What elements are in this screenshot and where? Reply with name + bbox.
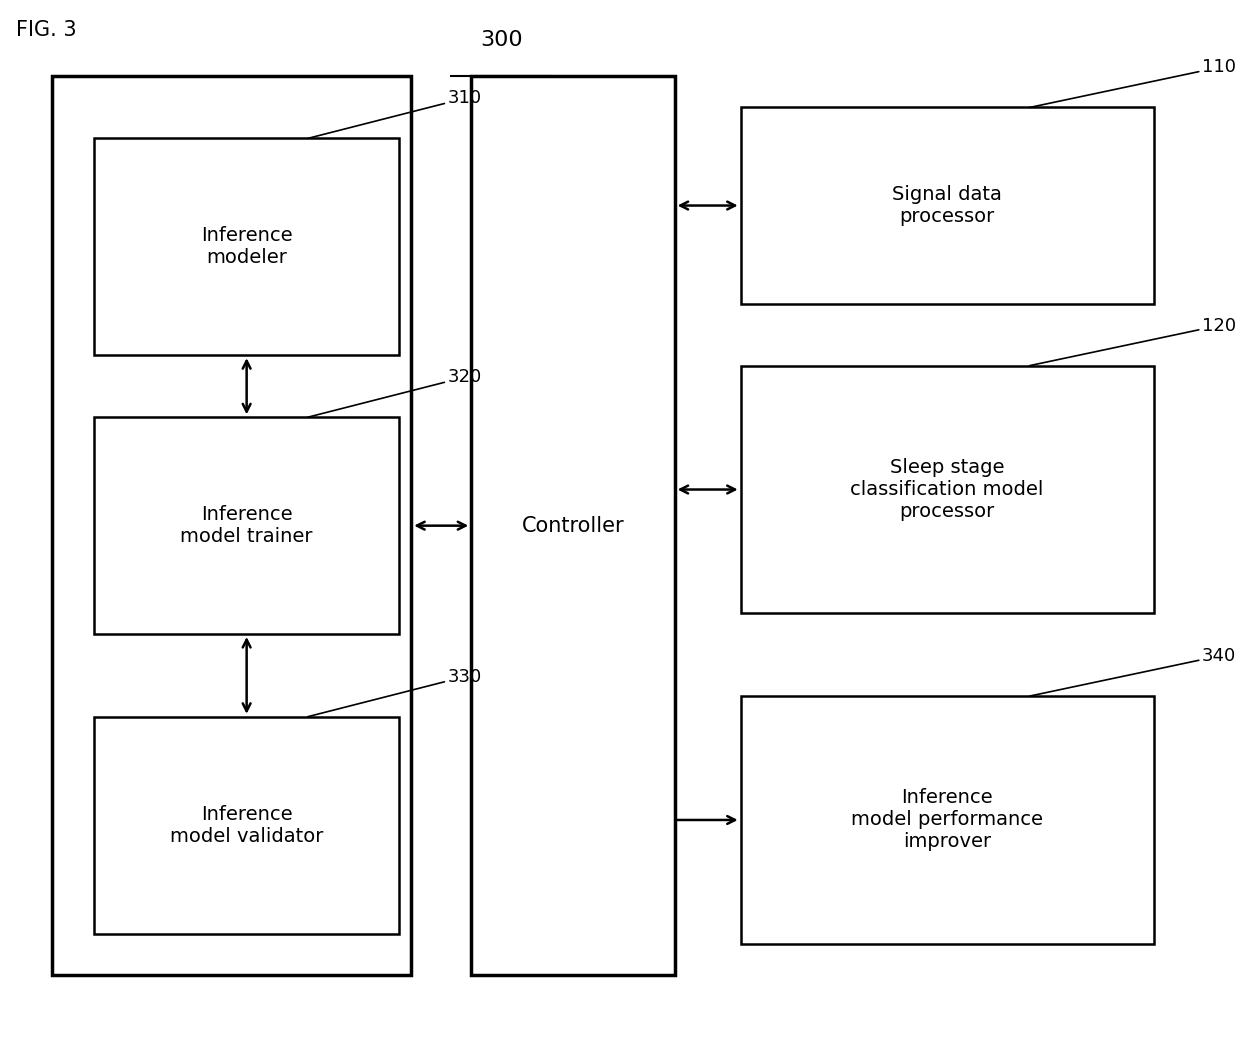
Text: 310: 310 — [308, 90, 481, 138]
Bar — [740, 696, 1153, 944]
Bar — [740, 107, 1153, 304]
Text: Inference
modeler: Inference modeler — [201, 226, 293, 268]
Text: 120: 120 — [1029, 316, 1236, 365]
Text: 300: 300 — [480, 30, 522, 50]
Bar — [471, 76, 675, 974]
Text: Inference
model performance
improver: Inference model performance improver — [851, 788, 1043, 852]
Text: FIG. 3: FIG. 3 — [16, 20, 77, 40]
Text: Inference
model trainer: Inference model trainer — [180, 505, 312, 547]
Bar — [740, 365, 1153, 613]
Text: 340: 340 — [1029, 648, 1236, 696]
Text: Signal data
processor: Signal data processor — [893, 185, 1002, 226]
Bar — [94, 716, 399, 934]
Bar — [52, 76, 412, 974]
Text: 110: 110 — [1029, 58, 1235, 107]
Text: Sleep stage
classification model
processor: Sleep stage classification model process… — [851, 458, 1044, 520]
Text: 330: 330 — [308, 667, 481, 716]
Bar — [94, 417, 399, 634]
Text: Inference
model validator: Inference model validator — [170, 805, 324, 845]
Text: Controller: Controller — [522, 515, 624, 536]
Text: 320: 320 — [308, 369, 481, 417]
Bar — [94, 138, 399, 355]
